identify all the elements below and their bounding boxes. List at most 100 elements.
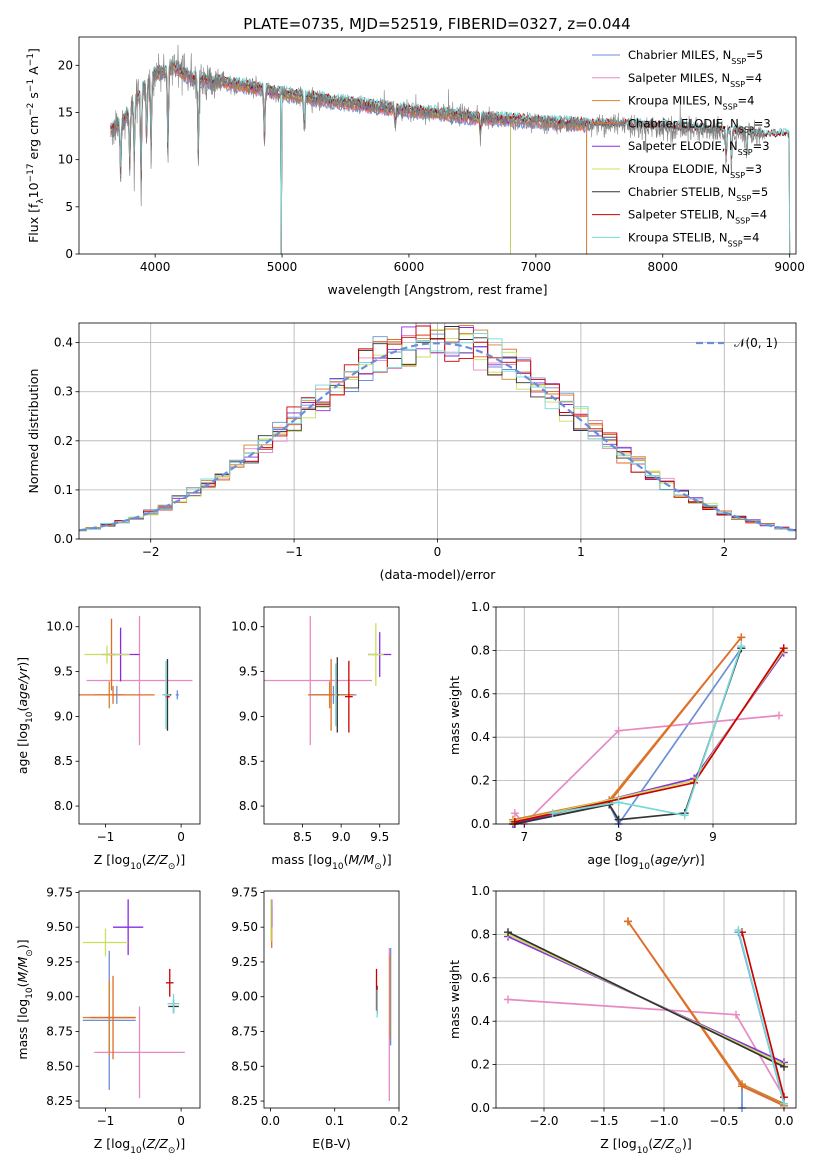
legend-label: Chabrier STELIB, NSSP=5 <box>628 185 768 203</box>
y-tick-label: 0.6 <box>471 687 490 701</box>
legend-label: Kroupa ELODIE, NSSP=3 <box>628 162 762 180</box>
weight-marker <box>737 642 746 651</box>
y-tick-label: 10.0 <box>231 620 258 634</box>
weight-marker <box>614 815 623 824</box>
x-tick-label: 2 <box>720 545 728 559</box>
y-tick-label: 8.25 <box>231 1094 258 1108</box>
age-vs-Z-panel: −1 0 8.0 8.5 9.0 9.5 10.0 Z [log10(Z/Z⊙)] age [l… <box>15 606 201 872</box>
x-tick-label: 9.0 <box>332 830 351 844</box>
y-tick-label: 8.75 <box>231 1024 258 1038</box>
x-tick-label: 7000 <box>521 260 552 274</box>
weight-marker <box>504 928 512 937</box>
y-tick-label: 9.0 <box>239 709 258 723</box>
axes-frame <box>263 890 400 1109</box>
y-tick-label: 15 <box>58 105 73 119</box>
y-tick-label: 0.2 <box>54 434 73 448</box>
y-axis-label: mass [log10(M/M⊙)] <box>15 939 35 1059</box>
y-tick-label: 0.4 <box>54 336 73 350</box>
y-tick-label: 9.25 <box>231 955 258 969</box>
x-tick-label: 0.1 <box>325 1114 344 1128</box>
y-tick-label: 9.50 <box>231 920 258 934</box>
weight-series <box>510 711 784 828</box>
weight-marker <box>780 1099 788 1108</box>
error-point <box>162 660 170 729</box>
y-tick-label: 1.0 <box>471 600 490 614</box>
spectrum-legend: Chabrier MILES, NSSP=5 Salpeter MILES, NS… <box>592 48 771 248</box>
x-axis-label: mass [log10(M/M⊙)] <box>271 852 391 872</box>
x-tick-label: −1 <box>97 830 115 844</box>
x-tick-label: 0.2 <box>389 1114 408 1128</box>
x-tick-label: −1 <box>285 545 303 559</box>
y-tick-label: 9.5 <box>54 665 73 679</box>
weight-marker <box>680 811 689 820</box>
y-tick-label: 8.25 <box>46 1094 73 1108</box>
x-tick-label: −1 <box>97 1114 115 1128</box>
x-tick-label: 7 <box>520 830 528 844</box>
y-tick-label: 9.00 <box>46 990 73 1004</box>
error-point <box>86 615 193 746</box>
y-tick-label: 10 <box>58 153 73 167</box>
x-axis-label: Z [log10(Z/Z⊙)] <box>94 852 185 872</box>
y-tick-label: 8.5 <box>54 754 73 768</box>
y-tick-label: 9.75 <box>231 885 258 899</box>
x-tick-label: 8.5 <box>293 830 312 844</box>
weight-series <box>734 926 788 1108</box>
x-tick-label: 8 <box>615 830 623 844</box>
weight-marker <box>614 798 623 807</box>
legend-label: Kroupa MILES, NSSP=4 <box>628 94 754 112</box>
weight-marker <box>779 644 788 653</box>
figure-title: PLATE=0735, MJD=52519, FIBERID=0327, z=0… <box>243 15 630 33</box>
error-point <box>84 645 130 664</box>
legend-label: Salpeter MILES, NSSP=4 <box>628 71 762 89</box>
residual-histogram <box>79 329 796 532</box>
y-tick-label: 0.4 <box>471 1014 490 1028</box>
weight-marker <box>504 995 512 1004</box>
y-tick-label: 0.3 <box>54 385 73 399</box>
weight-series <box>510 644 746 828</box>
spectrum-panel: 4000 5000 6000 7000 8000 9000 0 5 10 15 20 waveleng… <box>26 36 805 297</box>
legend-label: Salpeter ELODIE, NSSP=3 <box>628 139 770 157</box>
normal-curve <box>79 342 796 532</box>
y-axis-label: mass weight <box>447 960 462 1039</box>
weight-series <box>504 928 788 1071</box>
error-point <box>79 685 155 704</box>
weight-marker <box>734 926 743 935</box>
axes-frame <box>495 890 797 1109</box>
y-axis-label: Normed distribution <box>26 369 41 494</box>
axes-frame <box>78 890 201 1109</box>
residuals-panel: −2 −1 0 1 2 0.0 0.1 0.2 0.3 0.4 (data-model)/error… <box>26 322 797 582</box>
weight-marker <box>614 726 623 735</box>
weight-marker <box>548 809 557 818</box>
weight-series <box>508 648 788 828</box>
error-point <box>167 993 180 1014</box>
legend-label: 𝒩(0, 1) <box>734 336 778 350</box>
y-tick-label: 0.8 <box>471 643 490 657</box>
x-tick-label: −2 <box>142 545 160 559</box>
error-point <box>307 659 355 731</box>
weight-marker <box>780 1062 788 1071</box>
y-tick-label: 0.0 <box>54 532 73 546</box>
error-point <box>345 660 353 733</box>
x-tick-label: 5000 <box>267 260 298 274</box>
x-tick-label: 0 <box>434 545 442 559</box>
y-axis-label: age [log10(age/yr)] <box>15 657 35 774</box>
model-line-kroupa-elodie <box>110 62 511 254</box>
y-tick-label: 0.8 <box>471 927 490 941</box>
legend-label: Salpeter STELIB, NSSP=4 <box>628 208 767 226</box>
weight-marker <box>510 809 519 818</box>
error-point <box>90 975 136 1060</box>
x-tick-label: −0.5 <box>709 1114 738 1128</box>
weight-vs-Z-panel: −2.0 −1.5 −1.0 −0.5 0.0 0.0 0.2 0.4 0.6 0.8 1.0 Z [… <box>447 884 797 1156</box>
weight-marker <box>732 1010 740 1019</box>
weight-series <box>548 642 746 820</box>
x-tick-label: 9 <box>709 830 717 844</box>
y-tick-label: 0.4 <box>471 730 490 744</box>
x-tick-label: 0 <box>177 830 185 844</box>
x-axis-label: E(B-V) <box>312 1136 351 1151</box>
y-tick-label: 0.0 <box>471 817 490 831</box>
x-tick-label: 6000 <box>394 260 425 274</box>
error-point <box>334 663 338 727</box>
y-tick-label: 9.75 <box>46 885 73 899</box>
y-tick-label: 9.50 <box>46 920 73 934</box>
